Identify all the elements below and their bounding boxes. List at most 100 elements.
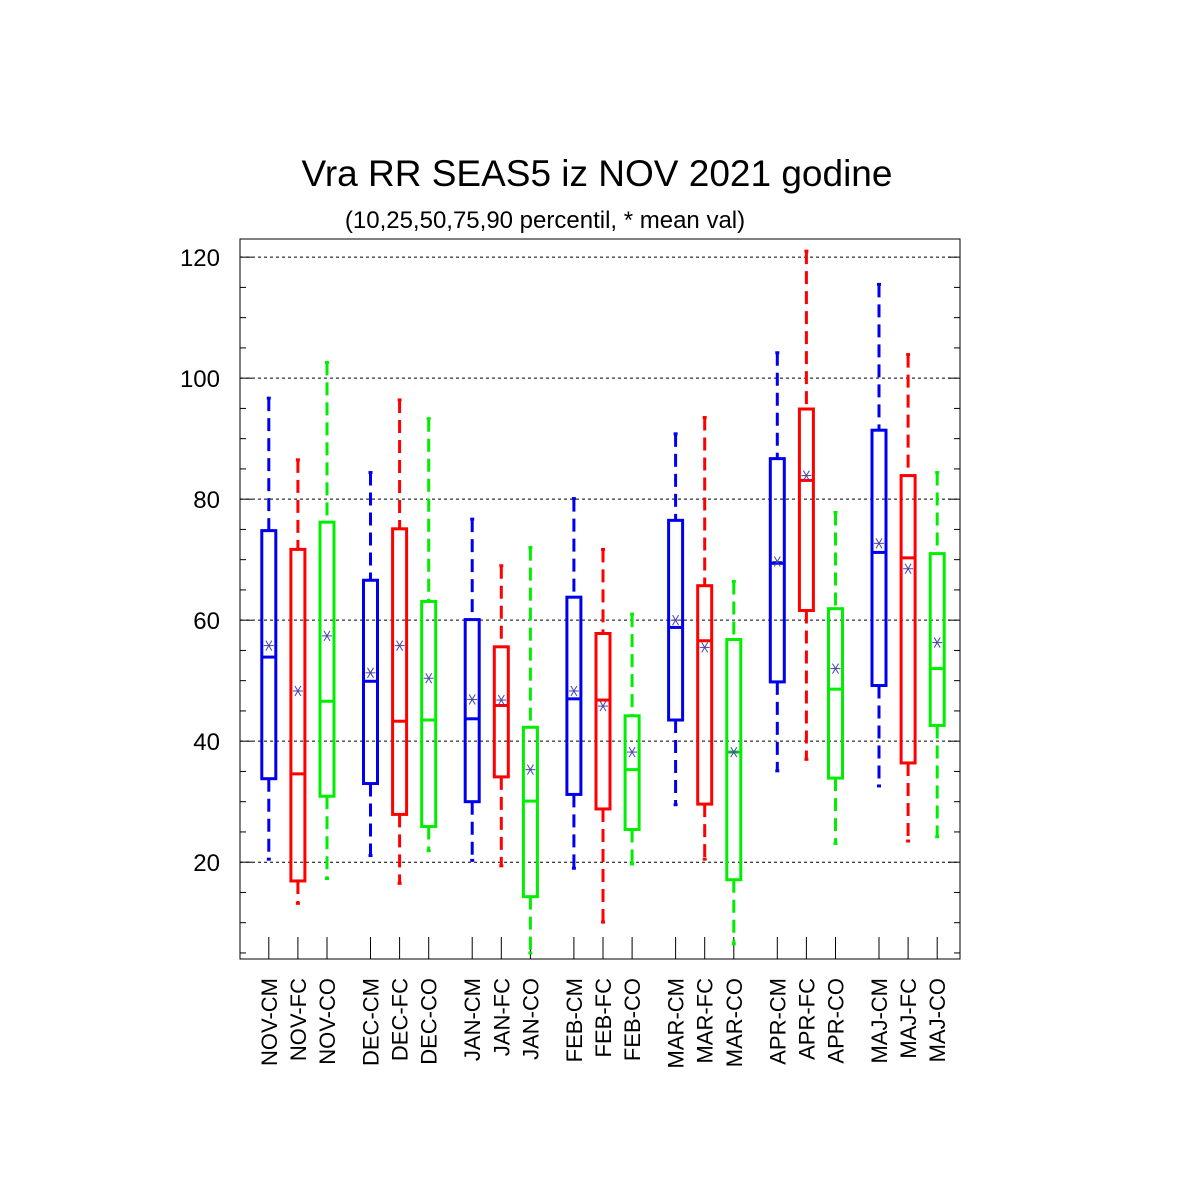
iqr-box bbox=[667, 518, 685, 722]
iqr-box bbox=[391, 527, 409, 816]
category-label: DEC-CO bbox=[417, 978, 442, 1065]
box-dec-fc bbox=[391, 398, 409, 959]
box-mar-fc bbox=[696, 415, 714, 959]
category-label: APR-CO bbox=[824, 978, 849, 1064]
category-label: FEB-FC bbox=[591, 978, 616, 1058]
category-label: MAR-FC bbox=[693, 978, 718, 1064]
iqr-box bbox=[463, 618, 481, 804]
box-feb-fc bbox=[594, 547, 612, 959]
mean-marker-stroke bbox=[904, 563, 912, 575]
y-tick-label: 40 bbox=[193, 729, 220, 756]
category-labels: NOV-CM NOV-FC NOV-CO DEC-CM DEC-FC DEC-CO JAN-… bbox=[257, 978, 950, 1069]
category-label: APR-CM bbox=[765, 978, 790, 1065]
mean-marker-stroke bbox=[875, 538, 883, 549]
mean-marker-stroke bbox=[570, 685, 578, 697]
category-label: MAJ-FC bbox=[896, 978, 921, 1059]
category-label: DEC-FC bbox=[388, 978, 413, 1061]
box-maj-co bbox=[928, 471, 946, 959]
mean-marker bbox=[772, 556, 783, 567]
box-series bbox=[260, 249, 946, 959]
box-mar-cm bbox=[667, 432, 685, 959]
mean-marker-stroke bbox=[265, 640, 273, 651]
mean-marker-stroke bbox=[701, 642, 709, 653]
iqr-box bbox=[260, 529, 278, 781]
iqr-box bbox=[420, 599, 438, 828]
iqr-box bbox=[725, 638, 743, 882]
y-tick-label: 20 bbox=[193, 850, 220, 877]
iqr-box bbox=[928, 552, 946, 727]
mean-marker bbox=[568, 685, 579, 697]
chart-title: Vra RR SEAS5 iz NOV 2021 godine bbox=[302, 153, 893, 194]
mean-marker bbox=[525, 764, 536, 775]
box-maj-cm bbox=[870, 282, 888, 959]
box-maj-fc bbox=[899, 353, 917, 959]
iqr-box bbox=[623, 714, 641, 832]
mean-marker-stroke bbox=[425, 673, 433, 684]
box-feb-cm bbox=[565, 497, 583, 959]
box-nov-cm bbox=[260, 396, 278, 959]
mean-marker bbox=[263, 640, 274, 651]
mean-marker bbox=[830, 663, 841, 674]
category-label: FEB-CO bbox=[620, 978, 645, 1061]
mean-marker bbox=[932, 637, 943, 648]
mean-marker bbox=[496, 694, 507, 706]
box-nov-fc bbox=[289, 458, 307, 959]
mean-marker bbox=[874, 538, 884, 549]
iqr-box bbox=[870, 428, 888, 688]
mean-marker bbox=[365, 667, 376, 679]
iqr-box bbox=[768, 457, 786, 684]
mean-marker-stroke bbox=[802, 470, 810, 481]
y-tick-label: 120 bbox=[180, 245, 220, 272]
mean-marker-stroke bbox=[773, 556, 781, 567]
category-label: APR-FC bbox=[794, 978, 819, 1060]
mean-marker-stroke bbox=[832, 663, 839, 674]
mean-marker bbox=[903, 563, 914, 575]
box-jan-fc bbox=[492, 564, 510, 959]
category-label: NOV-CM bbox=[257, 978, 282, 1066]
plot-frame bbox=[239, 238, 961, 960]
box-apr-fc bbox=[797, 249, 815, 959]
category-label: NOV-FC bbox=[286, 978, 311, 1061]
grid-lines bbox=[240, 256, 960, 863]
iqr-box bbox=[696, 584, 714, 806]
mean-marker bbox=[598, 700, 608, 712]
box-apr-cm bbox=[768, 351, 786, 959]
mean-marker-stroke bbox=[628, 746, 636, 758]
iqr-box bbox=[521, 725, 539, 899]
mean-marker-stroke bbox=[294, 685, 302, 697]
box-apr-co bbox=[827, 510, 844, 959]
box-jan-co bbox=[521, 546, 539, 959]
category-label: FEB-CM bbox=[562, 978, 587, 1062]
mean-marker-stroke bbox=[526, 764, 534, 775]
mean-marker bbox=[394, 640, 405, 651]
category-label: NOV-CO bbox=[315, 978, 340, 1065]
iqr-box bbox=[565, 595, 583, 796]
mean-marker bbox=[423, 673, 434, 684]
iqr-box bbox=[289, 547, 307, 883]
iqr-box bbox=[492, 645, 510, 779]
mean-marker bbox=[322, 630, 332, 642]
chart-subtitle: (10,25,50,75,90 percentil, * mean val) bbox=[345, 207, 745, 234]
iqr-box bbox=[797, 407, 815, 612]
category-label: MAJ-CM bbox=[867, 978, 892, 1064]
mean-marker-stroke bbox=[497, 694, 505, 706]
box-mar-co bbox=[725, 579, 743, 959]
box-dec-co bbox=[420, 417, 438, 959]
mean-marker-stroke bbox=[323, 630, 331, 642]
iqr-box bbox=[594, 631, 612, 811]
y-tick-label: 60 bbox=[193, 608, 220, 635]
box-nov-co bbox=[318, 360, 336, 959]
iqr-box bbox=[899, 474, 917, 765]
mean-marker bbox=[801, 470, 812, 481]
category-label: MAR-CM bbox=[664, 978, 689, 1068]
mean-marker bbox=[467, 694, 478, 705]
category-label: JAN-CO bbox=[518, 978, 543, 1060]
box-dec-cm bbox=[362, 471, 379, 959]
category-label: MAJ-CO bbox=[925, 978, 950, 1062]
iqr-box bbox=[318, 520, 336, 798]
mean-marker bbox=[670, 614, 681, 626]
mean-marker-stroke bbox=[468, 694, 476, 705]
box-jan-cm bbox=[463, 517, 481, 959]
y-tick-label: 80 bbox=[193, 487, 220, 514]
